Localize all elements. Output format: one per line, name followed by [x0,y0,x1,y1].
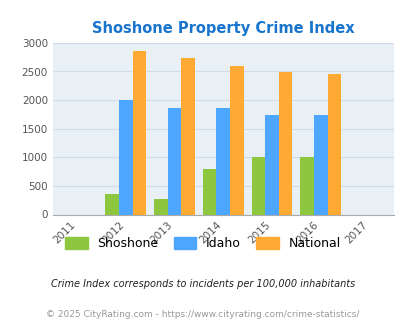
Bar [167,108,181,214]
Legend: Shoshone, Idaho, National: Shoshone, Idaho, National [65,237,340,250]
Bar [202,169,216,214]
Title: Shoshone Property Crime Index: Shoshone Property Crime Index [92,21,354,36]
Bar [132,51,146,214]
Bar [216,108,230,214]
Bar [264,115,278,214]
Bar [154,199,167,214]
Bar [278,72,292,215]
Bar [119,100,132,214]
Bar [181,58,194,214]
Bar [230,66,243,214]
Text: © 2025 CityRating.com - https://www.cityrating.com/crime-statistics/: © 2025 CityRating.com - https://www.city… [46,310,359,319]
Bar [327,74,340,214]
Text: Crime Index corresponds to incidents per 100,000 inhabitants: Crime Index corresponds to incidents per… [51,279,354,289]
Bar [300,157,313,214]
Bar [313,115,327,214]
Bar [105,194,119,214]
Bar [251,157,264,214]
